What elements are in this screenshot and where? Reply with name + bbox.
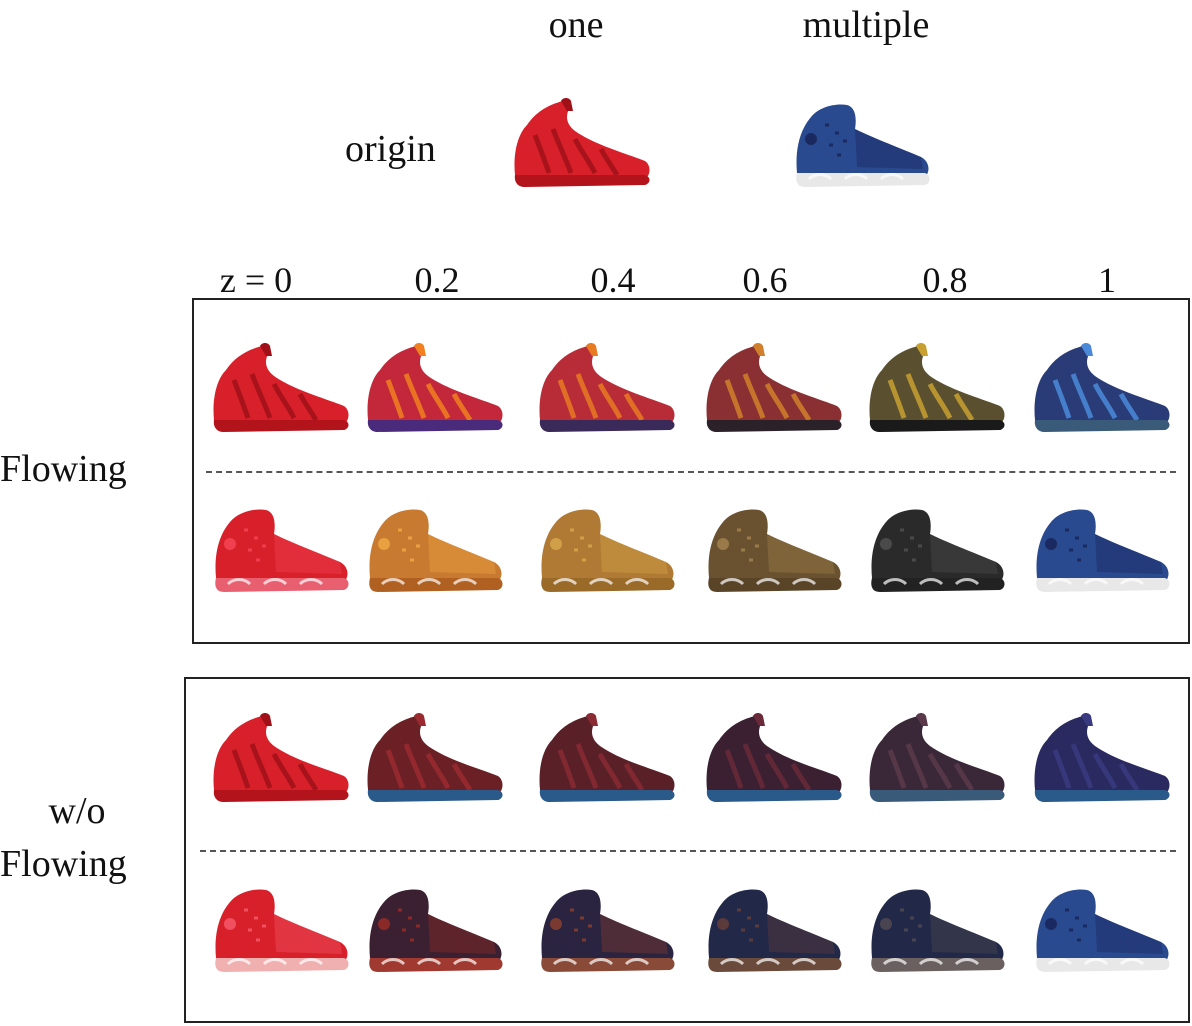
shoe-image — [860, 340, 1010, 440]
shoe-image — [530, 500, 680, 600]
group-label-wo: w/o — [48, 790, 106, 832]
shoe-image — [358, 710, 508, 810]
shoe-image — [860, 710, 1010, 810]
shoe-image — [204, 880, 354, 980]
column-header-multiple: multiple — [802, 4, 930, 46]
group-label-flowing: Flowing — [0, 448, 127, 490]
z-label: 0.6 — [742, 260, 788, 300]
shoe-image — [204, 710, 354, 810]
shoe-image — [1025, 710, 1175, 810]
origin-shoe-one — [505, 95, 655, 195]
shoe-image — [530, 340, 680, 440]
z-label: 1 — [1098, 260, 1116, 300]
shoe-image — [204, 340, 354, 440]
shoe-image — [697, 880, 847, 980]
shoe-image — [530, 880, 680, 980]
shoe-image — [1025, 880, 1175, 980]
shoe-image — [530, 710, 680, 810]
flowing-divider — [206, 471, 1176, 473]
origin-shoe-multiple — [785, 95, 935, 195]
shoe-image — [358, 500, 508, 600]
group-label-flowing-2: Flowing — [0, 843, 127, 885]
shoe-image — [358, 880, 508, 980]
shoe-image — [204, 500, 354, 600]
z-label: 0.2 — [414, 260, 460, 300]
shoe-image — [697, 500, 847, 600]
shoe-image — [860, 880, 1010, 980]
without-flowing-divider — [200, 850, 1176, 852]
z-label: 0.4 — [590, 260, 636, 300]
shoe-image — [860, 500, 1010, 600]
z-label: 0.8 — [922, 260, 968, 300]
column-header-one: one — [548, 4, 604, 46]
row-label-origin: origin — [345, 128, 436, 170]
shoe-image — [1025, 340, 1175, 440]
shoe-image — [697, 340, 847, 440]
flowing-panel — [192, 298, 1190, 644]
shoe-image — [358, 340, 508, 440]
shoe-image — [697, 710, 847, 810]
z-label: z = 0 — [219, 260, 293, 300]
shoe-image — [1025, 500, 1175, 600]
without-flowing-panel — [184, 677, 1190, 1023]
